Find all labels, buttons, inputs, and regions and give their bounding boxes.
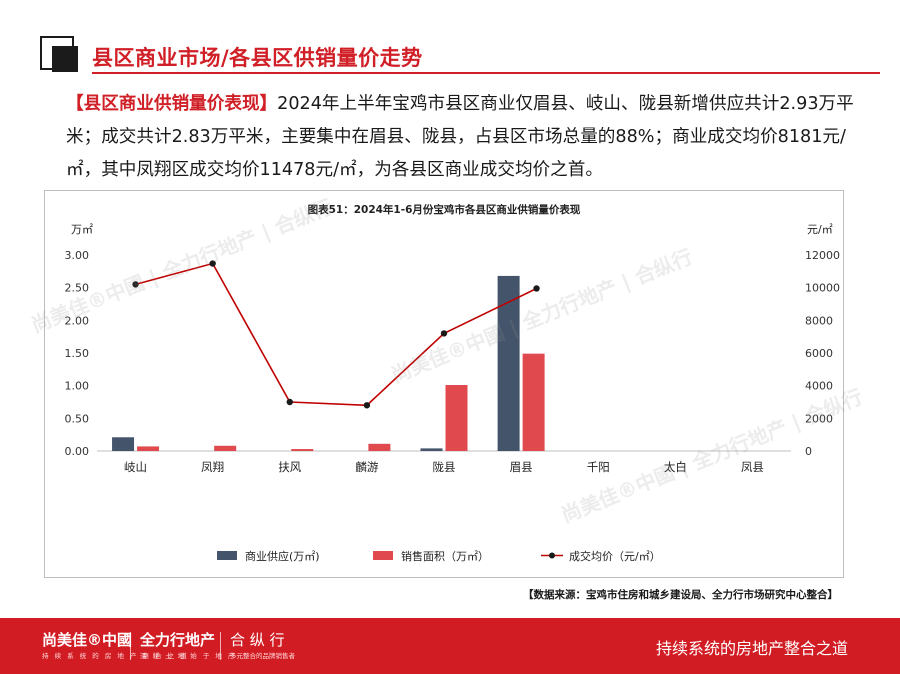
y-left-tick-label: 1.00 <box>65 380 90 393</box>
x-tick-label: 陇县 <box>433 460 456 474</box>
x-tick-label: 岐山 <box>124 460 147 474</box>
chart-container: 图表51：2024年1-6月份宝鸡市各县区商业供销量价表现 万㎡ 元/㎡ 0.0… <box>44 190 844 578</box>
x-tick-label: 凤县 <box>741 460 764 474</box>
x-tick-label: 眉县 <box>510 460 533 474</box>
y-right-tick-label: 2000 <box>805 412 833 425</box>
legend-swatch <box>373 551 393 560</box>
legend-swatch-dot <box>549 552 555 559</box>
price-point <box>533 285 540 292</box>
footer-brand-hezongxing-sub: 多元整合的品牌销售者 <box>230 652 295 660</box>
x-tick-label: 千阳 <box>587 460 610 474</box>
y-right-tick-label: 10000 <box>805 282 840 295</box>
section-header: 县区商业市场/各县区供销量价走势 <box>40 36 880 76</box>
y-right-tick-label: 6000 <box>805 347 833 360</box>
y-right-ticks: 0 2000 4000 6000 8000 10000 12000 <box>805 249 840 458</box>
footer-brand-hezongxing: 合 纵 行 <box>230 631 285 649</box>
bars <box>112 275 545 451</box>
footer-divider <box>220 632 221 660</box>
y-left-tick-label: 0.00 <box>65 445 90 458</box>
x-tick-labels: 岐山 凤翔 扶风 麟游 陇县 眉县 千阳 太白 凤县 <box>124 460 764 474</box>
bar-sales <box>368 443 391 451</box>
summary-text: 2024年上半年宝鸡市县区商业仅眉县、岐山、陇县新增供应共计2.93万平米；成交… <box>66 94 854 180</box>
summary-paragraph: 【县区商业供销量价表现】2024年上半年宝鸡市县区商业仅眉县、岐山、陇县新增供应… <box>66 88 866 187</box>
footer-divider <box>130 632 131 660</box>
price-line <box>132 260 540 409</box>
bar-sales <box>522 353 545 451</box>
legend-label: 商业供应(万㎡) <box>245 549 320 563</box>
y-right-unit: 元/㎡ <box>807 223 833 236</box>
footer-brand-quanlixing: 全力行地产 <box>140 631 216 649</box>
footer-slogan: 持续系统的房地产整合之道 <box>655 639 848 658</box>
y-right-tick-label: 4000 <box>805 380 833 393</box>
price-point <box>209 260 216 267</box>
legend-swatch <box>217 551 237 560</box>
y-right-tick-label: 0 <box>805 445 812 458</box>
legend-label: 成交均价（元/㎡） <box>569 549 661 563</box>
bar-supply <box>112 437 135 451</box>
bar-supply <box>420 448 443 451</box>
bar-sales <box>291 449 314 451</box>
footer-brand-shangmeijia-sub: 持 续 系 统 的 房 地 产 整 合 之 道 <box>42 652 189 660</box>
y-right-tick-label: 8000 <box>805 314 833 327</box>
price-point <box>132 281 139 288</box>
title-square-fill-icon <box>52 46 78 72</box>
y-left-tick-label: 0.50 <box>65 412 90 425</box>
price-line-path <box>135 262 537 407</box>
legend-label: 销售面积（万㎡） <box>401 549 489 563</box>
chart-title: 图表51：2024年1-6月份宝鸡市各县区商业供销量价表现 <box>308 203 581 216</box>
y-left-tick-label: 2.00 <box>65 314 90 327</box>
combo-chart: 图表51：2024年1-6月份宝鸡市各县区商业供销量价表现 万㎡ 元/㎡ 0.0… <box>65 203 841 563</box>
footer-brand-shangmeijia: 尚美佳®中國 <box>42 631 133 649</box>
x-tick-label: 太白 <box>664 460 687 474</box>
y-left-ticks: 0.00 0.50 1.00 1.50 2.00 2.50 3.00 <box>65 249 90 458</box>
title-underline <box>92 72 880 74</box>
bar-sales <box>137 446 160 451</box>
bar-supply <box>497 275 520 451</box>
footer-bar: 尚美佳®中國 持 续 系 统 的 房 地 产 整 合 之 道 全力行地产 深 耕… <box>0 618 900 674</box>
y-left-unit: 万㎡ <box>71 223 93 236</box>
page-title: 县区商业市场/各县区供销量价走势 <box>92 46 423 70</box>
y-left-tick-label: 2.50 <box>65 282 90 295</box>
x-tick-label: 凤翔 <box>201 460 224 474</box>
footer-brand-quanlixing-sub: 深 耕 土 地 始 于 地 产 <box>140 652 237 660</box>
bar-sales <box>445 385 468 451</box>
bar-sales <box>214 445 237 451</box>
summary-highlight: 【县区商业供销量价表现】 <box>66 94 278 114</box>
price-point <box>363 402 371 409</box>
y-right-tick-label: 12000 <box>805 249 840 262</box>
y-left-tick-label: 3.00 <box>65 249 90 262</box>
y-left-tick-label: 1.50 <box>65 347 90 360</box>
legend: 商业供应(万㎡) 销售面积（万㎡） 成交均价（元/㎡） <box>217 549 661 563</box>
x-tick-label: 麟游 <box>355 460 378 474</box>
data-source-note: 【数据来源：宝鸡市住房和城乡建设局、全力行市场研究中心整合】 <box>523 589 838 601</box>
price-point <box>440 330 448 337</box>
x-tick-label: 扶风 <box>278 460 301 474</box>
price-point <box>286 398 293 406</box>
